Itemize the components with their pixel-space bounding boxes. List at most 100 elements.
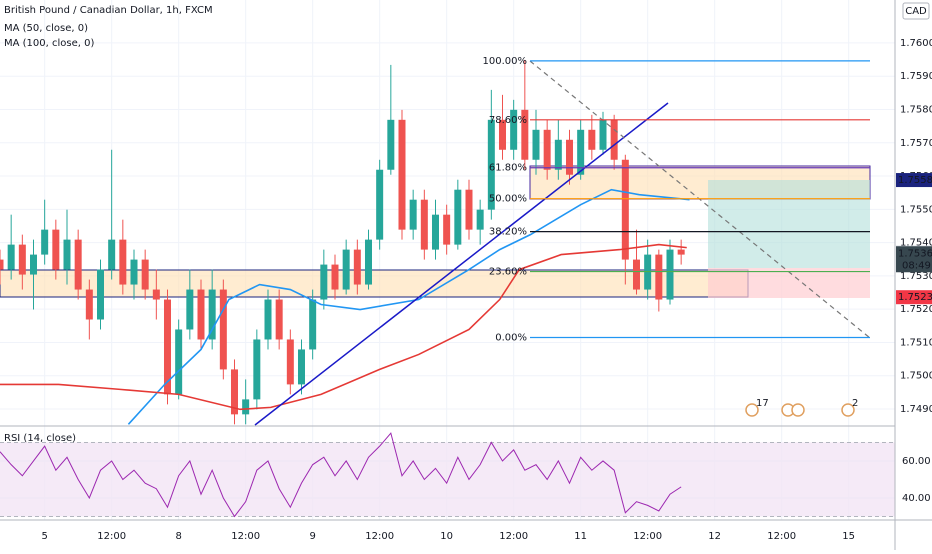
- y-tick-label: 1.75500: [900, 204, 932, 215]
- y-tick-label: 1.75300: [900, 271, 932, 282]
- x-tick-label: 15: [842, 531, 855, 542]
- candle-body: [431, 214, 439, 250]
- candle-body: [208, 289, 216, 340]
- candle-body: [309, 299, 317, 350]
- x-tick-label: 12:00: [767, 531, 796, 542]
- candle-body: [409, 199, 417, 230]
- candle-body: [96, 269, 104, 320]
- price-tag-label: 1.75588: [898, 175, 932, 186]
- candle-body: [342, 249, 350, 290]
- x-tick-label: 12:00: [633, 531, 662, 542]
- fib-label: 61.80%: [489, 163, 527, 174]
- candle-body: [655, 254, 663, 300]
- candle-body: [197, 289, 205, 340]
- candle-body: [588, 129, 596, 150]
- candle-body: [498, 119, 506, 150]
- candle-body: [186, 289, 194, 330]
- candle-body: [52, 229, 60, 270]
- currency-box[interactable]: [902, 2, 930, 20]
- candle-body: [253, 339, 261, 400]
- x-tick-label: 9: [309, 531, 315, 542]
- event-count: 17: [756, 398, 769, 409]
- event-count: 2: [852, 398, 858, 409]
- candle-body: [29, 254, 37, 275]
- event-icon: [841, 403, 855, 417]
- candle-body: [141, 259, 149, 290]
- candle-body: [175, 329, 183, 395]
- event-icon: [791, 403, 805, 417]
- x-tick-label: 12:00: [365, 531, 394, 542]
- candle-body: [510, 109, 518, 150]
- foreground: 5 12:00 8 12:00 9 12:00 10 12:00 11 12:00 12 12:00 1…: [41, 38, 932, 542]
- legend-entry: MA (50, close, 0): [4, 23, 88, 34]
- candle-body: [465, 189, 473, 230]
- candle-body: [666, 249, 674, 300]
- candle-body: [18, 244, 26, 275]
- y-tick-label: 1.75000: [900, 371, 932, 382]
- candle-body: [565, 139, 573, 175]
- candle-body: [63, 239, 71, 270]
- candle-body: [677, 249, 685, 255]
- candle-body: [543, 129, 551, 170]
- candle-body: [376, 169, 384, 240]
- rsi-band: [0, 442, 895, 517]
- candle-body: [532, 129, 540, 160]
- trend-line: [254, 102, 669, 426]
- candle-body: [230, 369, 238, 415]
- candle-body: [610, 119, 618, 160]
- x-tick-label: 10: [440, 531, 453, 542]
- countdown: 08:49: [902, 260, 931, 271]
- fib-label: 38.20%: [489, 227, 527, 238]
- fib-label: 0.00%: [495, 332, 527, 343]
- drawings-front: 100.00% 78.60% 61.80% 50.00% 38.20% 23.60% 0.0…: [254, 56, 871, 426]
- candle-body: [443, 214, 451, 245]
- candle-body: [7, 244, 15, 270]
- chart-title: British Pound / Canadian Dollar, 1h, FXC…: [4, 5, 213, 16]
- candle-body: [242, 399, 250, 415]
- x-tick-label: 5: [41, 531, 47, 542]
- candle-body: [74, 239, 82, 290]
- price-tag-label: 1.75236: [898, 292, 932, 303]
- x-tick-label: 8: [175, 531, 181, 542]
- currency[interactable]: CAD: [905, 6, 927, 17]
- y-tick-label: 1.75200: [900, 304, 932, 315]
- moving-average: [0, 243, 687, 411]
- rsi-tick-label: 40.00: [902, 493, 931, 504]
- x-tick-label: 12: [708, 531, 721, 542]
- candle-body: [219, 289, 227, 370]
- candle-body: [577, 129, 585, 175]
- candle-body: [320, 264, 328, 300]
- y-tick-label: 1.75700: [900, 138, 932, 149]
- price-tag: [896, 290, 932, 305]
- candle-body: [331, 264, 339, 290]
- drawings-back: [0, 165, 871, 298]
- price-tag: [896, 173, 932, 188]
- price-tag: [896, 246, 932, 273]
- candle-body: [398, 119, 406, 230]
- candle-body: [353, 249, 361, 285]
- candle-body: [454, 189, 462, 245]
- candle-body: [554, 139, 562, 170]
- legend-entry: MA (100, close, 0): [4, 38, 94, 49]
- event-icon: [745, 403, 759, 417]
- rsi-line: [0, 432, 682, 518]
- rsi-title: RSI (14, close): [4, 433, 76, 444]
- candle-body: [119, 239, 127, 285]
- rsi-tick-label: 60.00: [902, 456, 931, 467]
- candle-body: [487, 119, 495, 210]
- y-tick-label: 1.75400: [900, 238, 932, 249]
- x-tick-label: 11: [574, 531, 587, 542]
- candle-body: [387, 119, 395, 170]
- target-zone: [708, 180, 870, 268]
- price-tag-label: 1.75368: [898, 248, 932, 259]
- y-tick-label: 1.75900: [900, 71, 932, 82]
- y-tick-label: 1.75100: [900, 337, 932, 348]
- candle-body: [420, 199, 428, 250]
- candle-body: [130, 259, 138, 285]
- x-tick-label: 12:00: [97, 531, 126, 542]
- fib-label: 78.60%: [489, 115, 527, 126]
- candle-body: [163, 299, 171, 395]
- candle-body: [41, 229, 49, 255]
